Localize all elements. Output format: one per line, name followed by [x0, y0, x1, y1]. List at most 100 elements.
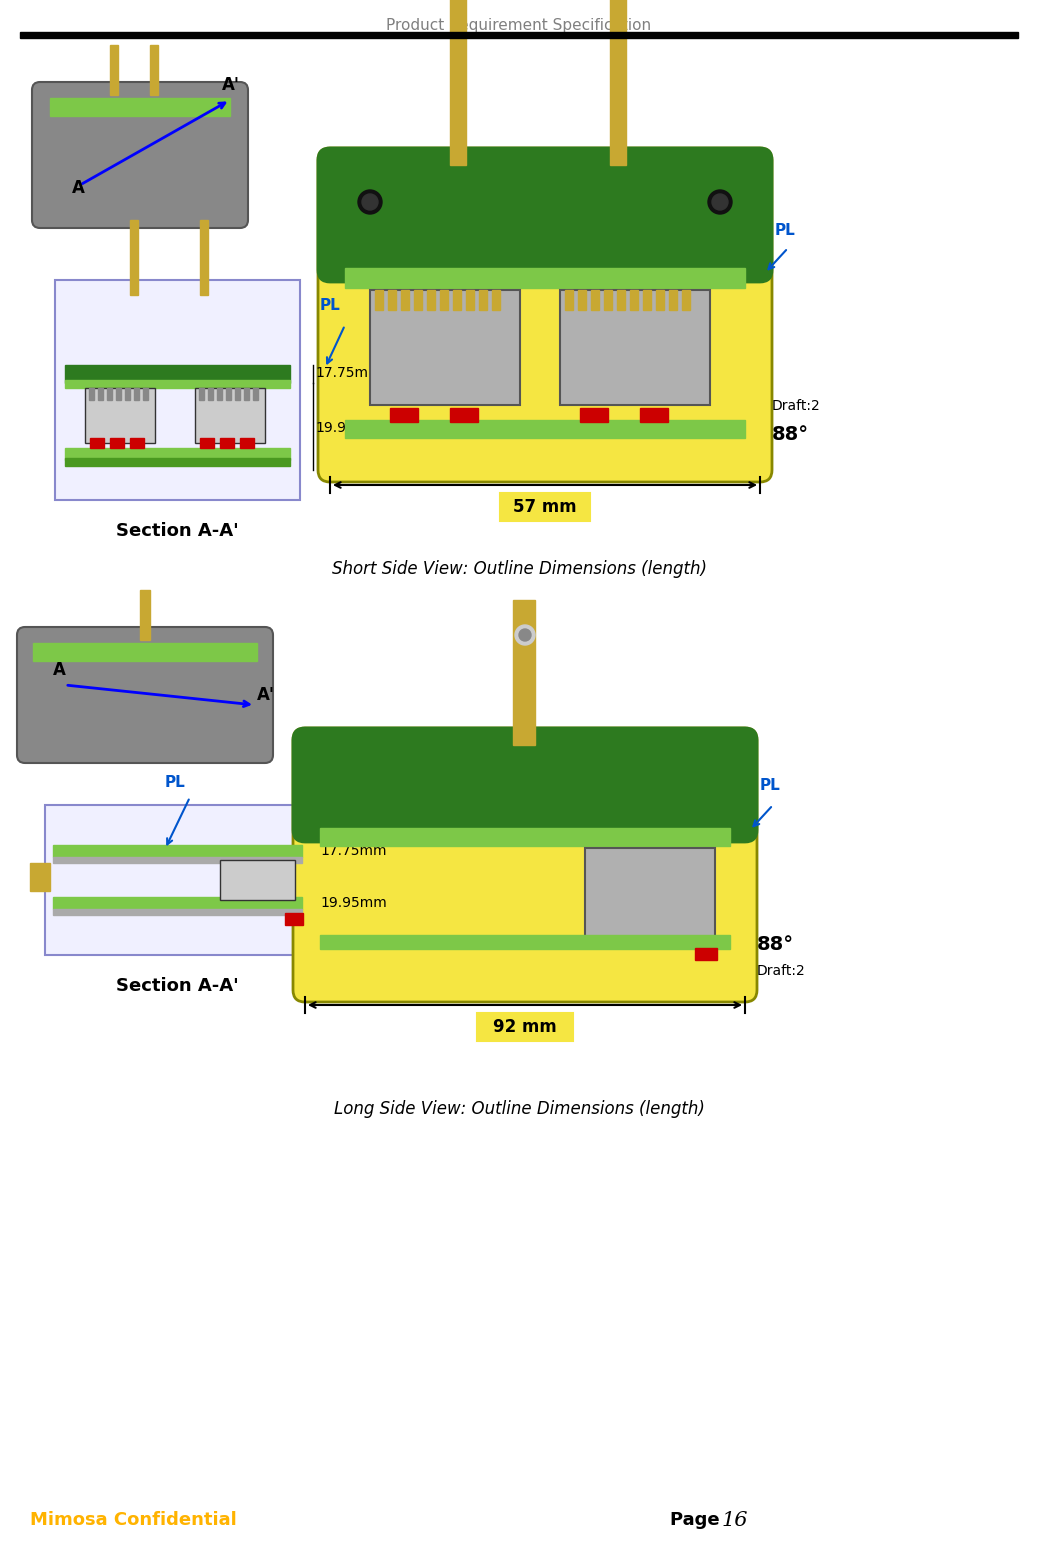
Bar	[208, 388, 213, 400]
Bar	[65, 448, 290, 460]
Text: 88°: 88°	[757, 936, 794, 954]
Bar	[440, 290, 448, 310]
Bar	[65, 364, 290, 383]
Text: 17.75mm: 17.75mm	[320, 845, 386, 858]
Bar	[453, 290, 461, 310]
FancyBboxPatch shape	[293, 729, 757, 841]
Bar	[345, 269, 745, 289]
Bar	[320, 828, 730, 846]
Text: PL: PL	[165, 775, 186, 791]
Circle shape	[712, 195, 728, 210]
Bar	[53, 909, 302, 916]
Text: 16: 16	[722, 1510, 748, 1530]
Bar	[107, 388, 112, 400]
Circle shape	[515, 625, 535, 645]
Bar	[285, 913, 303, 925]
Bar	[578, 290, 586, 310]
Bar	[110, 438, 124, 448]
Text: 92 mm: 92 mm	[493, 1017, 556, 1036]
Bar	[414, 290, 422, 310]
Text: A: A	[53, 661, 65, 679]
Bar	[220, 438, 234, 448]
Text: 88°: 88°	[772, 425, 810, 445]
Text: 57 mm: 57 mm	[513, 499, 577, 516]
Bar	[110, 45, 118, 96]
FancyBboxPatch shape	[32, 82, 248, 229]
Bar	[604, 290, 612, 310]
Bar	[345, 420, 745, 438]
Bar	[235, 388, 240, 400]
Bar	[143, 388, 148, 400]
Bar	[195, 388, 265, 443]
Bar	[217, 388, 222, 400]
Text: A': A'	[257, 686, 275, 704]
Bar	[85, 388, 155, 443]
Text: Mimosa Confidential: Mimosa Confidential	[30, 1512, 237, 1529]
Bar	[53, 845, 302, 857]
Bar	[53, 857, 302, 863]
Circle shape	[708, 190, 732, 215]
Bar	[513, 601, 535, 746]
Bar	[585, 848, 715, 939]
Text: 19.95mm: 19.95mm	[320, 896, 387, 909]
Bar	[253, 388, 258, 400]
Bar	[670, 290, 677, 310]
Bar	[450, 408, 479, 422]
Bar	[466, 290, 474, 310]
Circle shape	[362, 195, 378, 210]
Bar	[33, 642, 257, 661]
Bar	[55, 279, 300, 500]
Text: Page: Page	[670, 1512, 726, 1529]
Bar	[565, 290, 573, 310]
Text: PL: PL	[760, 778, 781, 794]
Bar	[630, 290, 638, 310]
Bar	[89, 388, 94, 400]
Bar	[388, 290, 397, 310]
Bar	[640, 408, 668, 422]
Bar	[53, 897, 302, 909]
Bar	[130, 219, 138, 295]
Bar	[220, 860, 295, 900]
Text: A': A'	[222, 76, 240, 94]
Bar	[427, 290, 435, 310]
Bar	[200, 219, 208, 295]
Bar	[65, 380, 290, 388]
Circle shape	[519, 628, 531, 641]
FancyBboxPatch shape	[318, 148, 772, 283]
Bar	[125, 388, 130, 400]
Bar	[320, 936, 730, 950]
Bar	[244, 388, 249, 400]
Text: Long Side View: Outline Dimensions (length): Long Side View: Outline Dimensions (leng…	[333, 1099, 705, 1118]
Bar	[477, 1013, 573, 1041]
Bar	[240, 438, 254, 448]
Bar	[450, 0, 466, 165]
Bar	[580, 408, 608, 422]
FancyBboxPatch shape	[17, 627, 273, 763]
Bar	[500, 493, 590, 520]
Text: Section A-A': Section A-A'	[116, 522, 239, 540]
Bar	[90, 438, 104, 448]
Bar	[682, 290, 690, 310]
Bar	[643, 290, 651, 310]
FancyBboxPatch shape	[293, 729, 757, 1002]
Bar	[199, 388, 204, 400]
Bar	[695, 948, 717, 960]
Text: A: A	[72, 179, 85, 198]
Bar	[200, 438, 214, 448]
Text: Section A-A': Section A-A'	[116, 977, 239, 994]
FancyBboxPatch shape	[318, 148, 772, 482]
Text: 19.95mm: 19.95mm	[315, 422, 382, 435]
Bar	[401, 290, 409, 310]
Bar	[390, 408, 418, 422]
Text: Draft:2: Draft:2	[772, 398, 821, 412]
Bar	[591, 290, 599, 310]
Text: PL: PL	[320, 298, 340, 313]
Text: PL: PL	[775, 222, 796, 238]
Text: Short Side View: Outline Dimensions (length): Short Side View: Outline Dimensions (len…	[331, 560, 707, 577]
Bar	[559, 290, 710, 405]
Bar	[610, 0, 626, 165]
Bar	[20, 32, 1018, 39]
Bar	[370, 290, 520, 405]
Bar	[492, 290, 500, 310]
Bar	[50, 97, 230, 116]
